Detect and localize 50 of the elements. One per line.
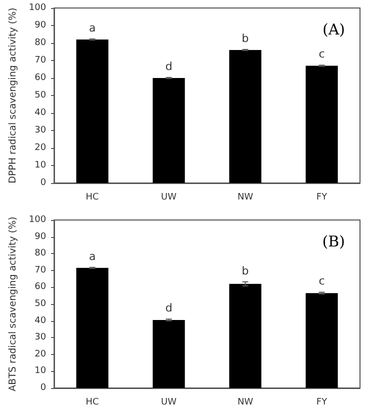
y-tick-label: 60: [34, 73, 46, 83]
y-tick-label: 60: [34, 282, 46, 292]
bar: [306, 66, 338, 183]
y-axis-title: DPPH radical scavenging activity (%): [8, 8, 18, 184]
y-tick-label: 40: [34, 316, 46, 326]
x-tick-label: UW: [161, 192, 177, 202]
annotation: d: [165, 60, 172, 73]
bar: [229, 284, 262, 388]
y-tick-label: 100: [28, 3, 46, 13]
y-tick-label: 20: [34, 143, 46, 153]
bar: [152, 78, 185, 183]
annotation: d: [165, 302, 172, 315]
y-tick-label: 70: [34, 56, 46, 66]
bar: [229, 50, 262, 183]
text: (A): [322, 20, 346, 38]
x-tick-label: UW: [161, 398, 177, 408]
y-tick-label: 90: [34, 232, 46, 242]
bar: [76, 40, 108, 183]
annotation: c: [318, 48, 325, 61]
y-tick-label: 100: [28, 215, 46, 225]
x-tick-label: NW: [237, 192, 254, 202]
x-tick-label: HC: [86, 398, 99, 408]
bar: [76, 268, 108, 388]
y-tick-label: 40: [34, 108, 46, 118]
y-tick-label: 30: [34, 126, 46, 136]
x-tick-label: FY: [316, 398, 328, 408]
annotation: a: [88, 250, 96, 263]
y-tick-label: 80: [34, 248, 46, 259]
bar: [306, 293, 338, 388]
bar: [152, 320, 185, 388]
x-tick-label: HC: [86, 192, 99, 202]
annotation: a: [88, 21, 96, 34]
y-tick-label: 0: [40, 178, 46, 188]
y-tick-label: 50: [34, 90, 46, 100]
y-tick-label: 20: [34, 349, 46, 360]
y-tick-label: 80: [34, 38, 46, 48]
y-tick-label: 50: [34, 299, 46, 309]
y-axis-title: ABTS radical scavenging activity (%): [8, 216, 18, 392]
y-tick-label: 30: [34, 332, 46, 343]
y-tick-label: 10: [34, 366, 46, 376]
y-tick-label: 90: [34, 20, 46, 30]
y-tick-label: 70: [34, 265, 46, 276]
y-tick-label: 10: [34, 160, 46, 170]
x-tick-label: FY: [316, 192, 328, 202]
annotation: c: [318, 274, 325, 288]
annotation: b: [242, 32, 249, 45]
text: (B): [322, 232, 346, 250]
y-tick-label: 0: [40, 383, 46, 393]
annotation: b: [242, 264, 249, 278]
x-tick-label: NW: [237, 398, 254, 408]
